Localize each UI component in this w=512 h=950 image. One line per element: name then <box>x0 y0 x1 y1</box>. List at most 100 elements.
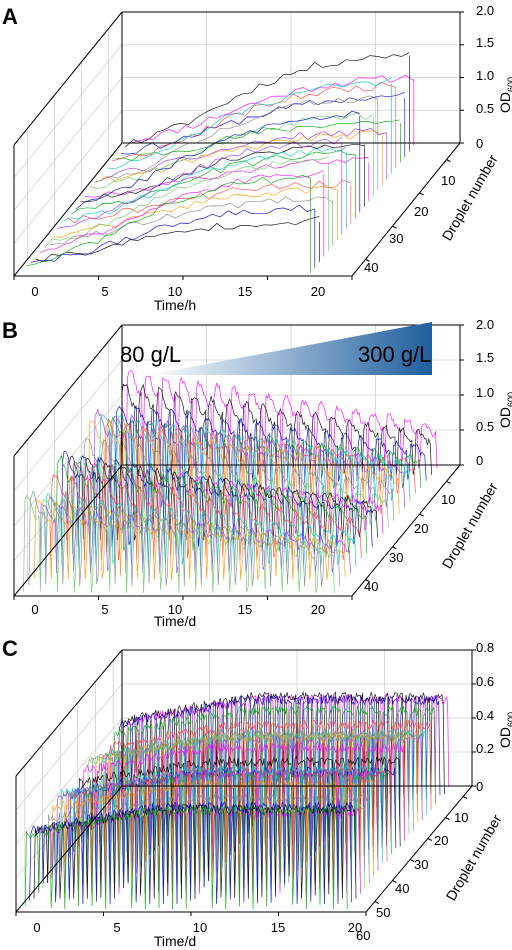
c-side-grid-h <box>15 717 123 845</box>
panel-a-axes <box>13 11 464 280</box>
panel-letter-a: A <box>2 4 18 29</box>
panel-b: B 80 g/L 300 g/L 0 5 10 15 20 Time/d 2.0… <box>2 317 512 629</box>
a-trace-droplet-19 <box>48 196 333 246</box>
b-y-tick-mark <box>392 546 397 550</box>
a-z-tick-0-5: 0.5 <box>476 101 494 116</box>
a-trace-droplet-17 <box>57 136 343 229</box>
a-trace-droplet-16 <box>62 146 347 222</box>
b-box-edge <box>13 464 123 597</box>
c-z-tick-0-4: 0.4 <box>476 708 494 723</box>
b-z-tick-0-5: 0.5 <box>476 419 494 434</box>
c-y-tick-30: 30 <box>414 857 428 872</box>
a-side-grid-h <box>13 109 123 244</box>
a-trace-droplet-11 <box>84 157 369 198</box>
b-z-tick-2: 2.0 <box>476 317 494 332</box>
c-z-tick-0-6: 0.6 <box>476 674 494 689</box>
a-side-grid-h <box>13 77 123 211</box>
a-trace-droplet-20 <box>44 156 329 249</box>
c-x-tick-5: 5 <box>113 920 120 935</box>
a-trace-droplet-13 <box>75 110 360 210</box>
c-z-tick-0-2: 0.2 <box>476 741 494 756</box>
panel-c-axes <box>15 649 476 916</box>
a-trace-droplet-14 <box>71 149 356 215</box>
c-trace-droplet-19 <box>46 792 370 884</box>
b-box-edge <box>351 464 461 597</box>
a-trace-droplet-1 <box>129 74 414 144</box>
a-trace-droplet-15 <box>66 179 351 224</box>
a-box-edge <box>13 142 123 277</box>
b-gradient-label-low: 80 g/L <box>120 342 181 367</box>
a-trace-droplet-8 <box>98 130 383 182</box>
a-z-tick-2: 2.0 <box>476 3 494 18</box>
c-x-axis-label: Time/d <box>154 933 196 949</box>
c-y-tick-mark <box>409 859 415 862</box>
b-x-tick-0: 0 <box>31 602 38 617</box>
c-y-tick-mark <box>427 838 433 841</box>
a-x-tick-15: 15 <box>238 284 252 299</box>
c-x-tick-0: 0 <box>33 920 40 935</box>
b-trace-droplet-18 <box>33 498 346 581</box>
a-trace-droplet-23 <box>30 204 315 263</box>
a-y-tick-30: 30 <box>389 231 403 246</box>
b-z-tick-1-5: 1.5 <box>476 350 494 365</box>
a-y-tick-mark <box>419 192 424 196</box>
c-trace-droplet-11 <box>82 742 405 842</box>
b-y-tick-20: 20 <box>414 521 428 536</box>
b-x-tick-5: 5 <box>101 602 108 617</box>
b-z-tick-0: 0 <box>476 453 483 468</box>
a-trace-droplet-6 <box>107 77 392 170</box>
a-x-tick-0: 0 <box>31 284 38 299</box>
a-x-axis-label: Time/h <box>154 297 196 313</box>
b-side-grid-h <box>13 359 123 492</box>
a-trace-droplet-5 <box>111 81 396 162</box>
a-y-tick-10: 10 <box>441 173 455 188</box>
a-x-tick-10: 10 <box>168 284 182 299</box>
c-y-tick-50: 50 <box>376 905 390 920</box>
b-box-edge <box>13 324 123 457</box>
b-z-axis-label: OD600 <box>497 392 512 428</box>
a-y-tick-20: 20 <box>414 204 428 219</box>
c-box-edge <box>365 785 473 913</box>
b-z-tick-1: 1.0 <box>476 385 494 400</box>
c-z-tick-0: 0 <box>476 779 483 794</box>
a-y-tick-mark <box>365 258 370 262</box>
a-trace-droplet-22 <box>35 216 320 263</box>
a-y-tick-mark <box>446 159 451 163</box>
c-x-tick-20: 20 <box>348 920 362 935</box>
a-trace-droplet-12 <box>80 143 365 203</box>
c-box-edge <box>15 785 123 913</box>
c-y-tick-mark <box>445 817 450 820</box>
a-trace-droplet-9 <box>93 95 378 183</box>
b-x-tick-15: 15 <box>238 602 252 617</box>
c-trace-droplet-24 <box>24 804 348 910</box>
c-side-grid-h <box>15 683 123 811</box>
a-z-axis-label: OD600 <box>497 77 512 113</box>
a-y-tick-40: 40 <box>364 260 378 275</box>
c-z-tick-0-8: 0.8 <box>476 640 494 655</box>
c-x-tick-15: 15 <box>271 920 285 935</box>
c-trace-droplet-12 <box>77 755 401 847</box>
a-y-axis-label: Droplet number <box>439 151 501 243</box>
b-y-tick-mark <box>446 480 451 484</box>
a-z-tick-1-5: 1.5 <box>476 35 494 50</box>
a-z-tick-0: 0 <box>476 136 483 151</box>
c-trace-droplet-16 <box>60 764 383 868</box>
panel-a-traces <box>26 52 415 274</box>
a-trace-droplet-7 <box>102 127 387 180</box>
a-trace-droplet-4 <box>116 119 401 162</box>
b-gradient-label-high: 300 g/L <box>358 342 431 367</box>
panel-a: A 0 5 10 15 20 Time/h 2.0 1.5 1.0 0.5 0 … <box>2 3 512 313</box>
b-x-axis-label: Time/d <box>154 613 196 629</box>
a-side-grid-h <box>13 44 123 179</box>
a-x-tick-5: 5 <box>101 284 108 299</box>
b-y-tick-mark <box>365 579 370 583</box>
c-y-tick-60: 60 <box>356 928 370 943</box>
c-y-tick-mark <box>374 901 380 904</box>
b-y-tick-mark <box>419 513 424 517</box>
b-x-tick-20: 20 <box>311 602 325 617</box>
b-x-tick-10: 10 <box>168 602 182 617</box>
panel-c-traces <box>24 691 450 910</box>
panel-letter-b: B <box>2 318 18 343</box>
b-trace-droplet-19 <box>28 490 341 587</box>
